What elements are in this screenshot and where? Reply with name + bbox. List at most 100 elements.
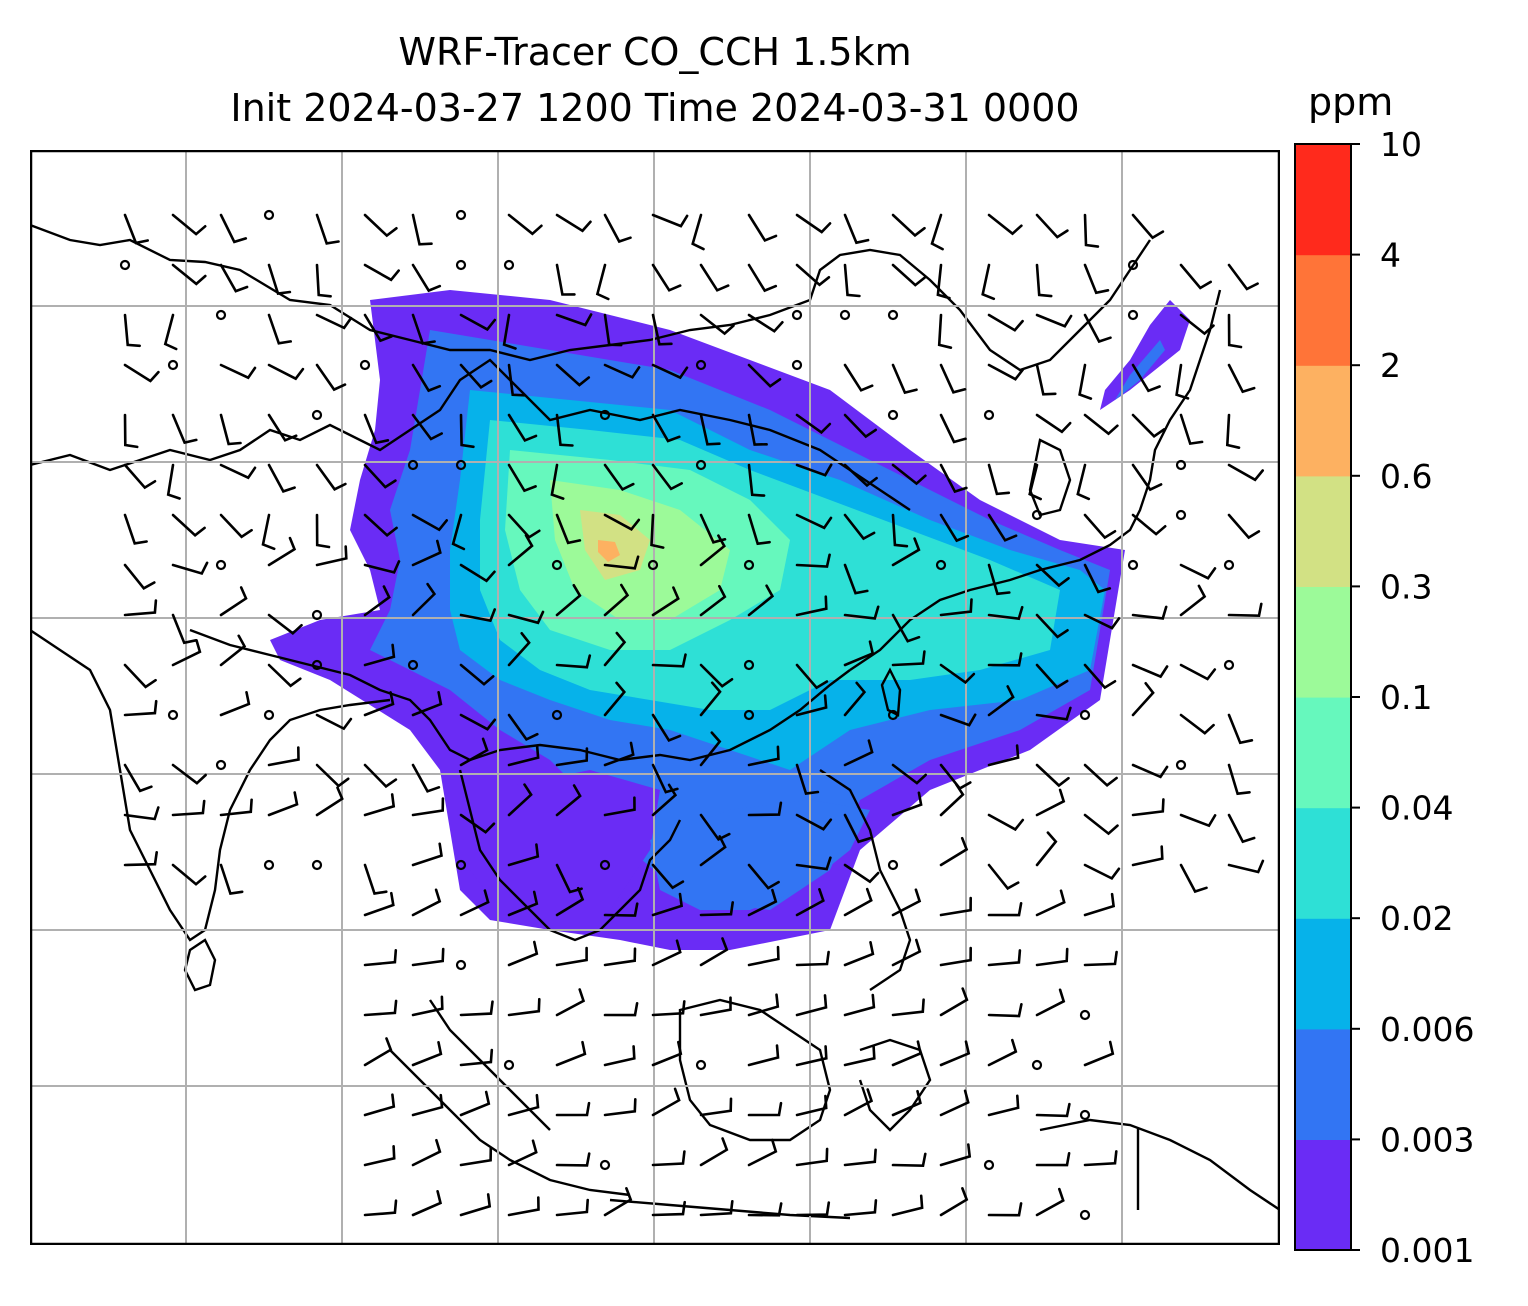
wind-barb (651, 463, 683, 491)
wind-barb (315, 213, 340, 245)
wind-barb (987, 563, 1011, 596)
wind-barb (363, 213, 398, 238)
wind-barb (795, 813, 833, 831)
wind-barb (123, 363, 160, 383)
calm-wind-circle (551, 709, 563, 721)
wind-barb (936, 263, 951, 300)
wind-barb (603, 902, 639, 917)
wind-barb (411, 413, 443, 441)
wind-barb (459, 737, 489, 767)
wind-barb (555, 413, 574, 447)
wind-barb (795, 1201, 831, 1217)
wind-barb (363, 513, 398, 538)
wind-barb (267, 663, 302, 688)
wind-barb (987, 1094, 1020, 1117)
calm-wind-circle (263, 859, 275, 871)
wind-barb (123, 563, 156, 590)
wind-barb (795, 513, 833, 530)
wind-barb (1179, 413, 1204, 446)
wind-barb (1035, 788, 1066, 817)
wind-barb (843, 1045, 876, 1067)
wind-barb (987, 1202, 1023, 1217)
calm-wind-circle (503, 1059, 515, 1071)
wind-barb (219, 513, 253, 539)
wind-barb (1227, 513, 1261, 540)
wind-barb (699, 1200, 734, 1217)
wind-barb (555, 1040, 587, 1067)
calm-wind-circle (695, 459, 707, 471)
wind-barb (891, 213, 926, 238)
wind-barb (843, 1148, 877, 1167)
colorbar-segment (1295, 254, 1351, 366)
colorbar-tick-label: 0.3 (1380, 567, 1432, 606)
wind-barb (747, 1044, 780, 1067)
wind-barb (219, 213, 248, 244)
wind-barb (459, 313, 497, 332)
wind-barb (891, 763, 927, 785)
wind-barb (1175, 363, 1190, 400)
wind-barb (555, 584, 582, 617)
wind-barb (411, 947, 445, 967)
wind-barb (123, 663, 157, 689)
calm-wind-circle (1031, 509, 1043, 521)
wind-barb (891, 1194, 924, 1217)
wind-barb (795, 856, 832, 871)
wind-barb (699, 937, 729, 967)
wind-barb (363, 763, 398, 789)
wind-barb (1179, 663, 1217, 681)
wind-barb (1083, 813, 1119, 836)
wind-barb (507, 463, 537, 493)
wind-barb (363, 1037, 393, 1067)
wind-barb (171, 639, 202, 667)
wind-barb (219, 463, 257, 480)
calm-wind-circle (359, 359, 371, 371)
calm-wind-circle (215, 309, 227, 321)
wind-barb (1227, 463, 1264, 482)
calm-wind-circle (983, 1159, 995, 1171)
wind-barb (1035, 213, 1069, 239)
wind-barb (459, 1193, 492, 1217)
wind-barb (507, 997, 541, 1017)
wind-barb (843, 513, 876, 541)
calm-wind-circle (263, 209, 275, 221)
wind-barb (939, 463, 968, 494)
wind-barb (219, 586, 248, 617)
colorbar-tick-label: 0.003 (1380, 1120, 1474, 1159)
wind-barb (891, 263, 926, 287)
wind-barb (939, 1143, 972, 1167)
wind-barb (843, 1199, 878, 1217)
wind-barb (987, 949, 1022, 967)
wind-barb (939, 713, 977, 727)
wind-barb (507, 1093, 540, 1117)
wind-barb (1131, 213, 1165, 240)
wind-barb (123, 851, 158, 867)
wind-barb (507, 413, 538, 443)
wind-barb (315, 463, 347, 491)
wind-barb (123, 763, 153, 793)
wind-barb (171, 863, 207, 886)
colorbar-tick-label: 0.6 (1380, 457, 1432, 496)
wind-barb (507, 363, 526, 397)
calm-wind-circle (743, 559, 755, 571)
wind-barb (315, 513, 331, 549)
wind-barb (1083, 613, 1121, 630)
wind-barb (939, 1187, 969, 1217)
wind-barb (603, 583, 630, 617)
calm-wind-circle (743, 709, 755, 721)
wind-barb (651, 1150, 686, 1167)
wind-barb (459, 663, 495, 686)
calm-wind-circle (455, 859, 467, 871)
calm-wind-circle (455, 459, 467, 471)
wind-barb (411, 1190, 443, 1217)
wind-barb (747, 1138, 778, 1167)
calm-wind-circle (1031, 1059, 1043, 1071)
wind-barb (699, 413, 721, 446)
wind-barb (555, 263, 576, 296)
calm-wind-circle (407, 459, 419, 471)
wind-barb (267, 463, 296, 493)
wind-barb (747, 745, 780, 767)
wind-barb (891, 463, 927, 486)
wind-barb (603, 796, 636, 817)
wind-barbs (119, 209, 1265, 1221)
calm-wind-circle (215, 759, 227, 771)
